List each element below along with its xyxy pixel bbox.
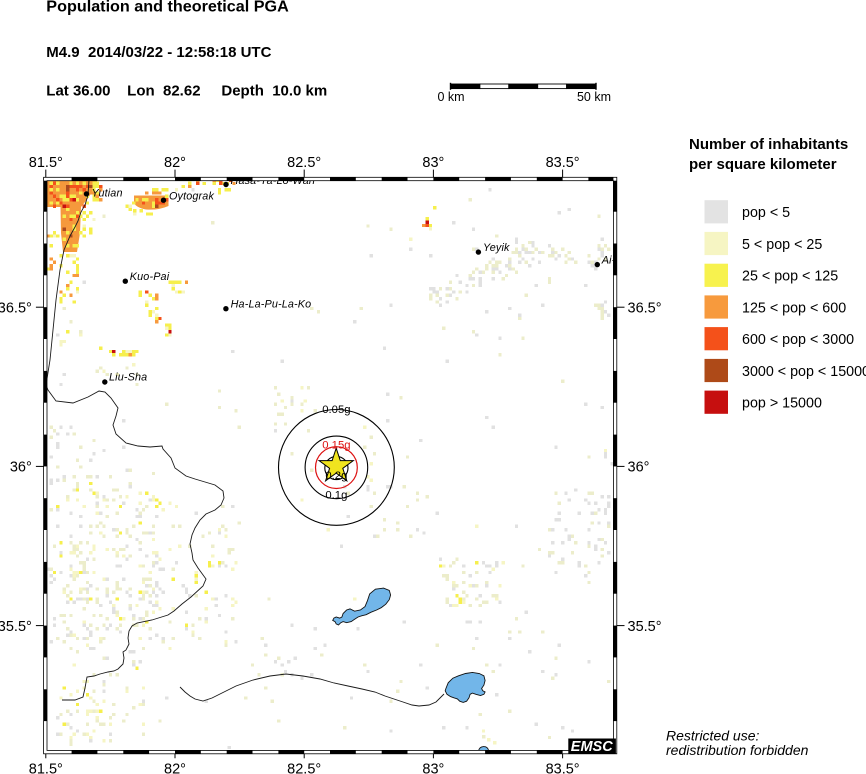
svg-text:per square kilometer: per square kilometer (689, 156, 837, 173)
svg-text:Yutian: Yutian (92, 188, 123, 200)
svg-text:Ai-: Ai- (601, 255, 616, 267)
svg-text:0 km: 0 km (437, 90, 464, 104)
svg-text:25 < pop < 125: 25 < pop < 125 (742, 269, 838, 285)
svg-text:pop < 5: pop < 5 (742, 205, 790, 221)
svg-text:83°: 83° (422, 762, 444, 774)
svg-text:M4.9 2014/03/22 - 12:58:18 UT: M4.9 2014/03/22 - 12:58:18 UTC (46, 44, 271, 61)
svg-text:35.5°: 35.5° (628, 619, 662, 635)
svg-text:EMSC: EMSC (571, 739, 613, 755)
svg-text:50 km: 50 km (577, 90, 611, 104)
svg-text:36°: 36° (628, 460, 650, 476)
svg-text:82°: 82° (164, 155, 186, 171)
svg-text:Population and theoretical PGA: Population and theoretical PGA (46, 0, 289, 16)
svg-text:83°: 83° (422, 155, 444, 171)
svg-text:5 < pop < 25: 5 < pop < 25 (742, 237, 822, 253)
svg-text:600 < pop < 3000: 600 < pop < 3000 (742, 332, 854, 348)
svg-text:81.5°: 81.5° (29, 155, 63, 171)
svg-text:Oytograk: Oytograk (169, 191, 214, 203)
svg-text:Kuo-Pai: Kuo-Pai (130, 271, 170, 283)
svg-text:0.1g: 0.1g (325, 490, 347, 502)
svg-text:Restricted use:: Restricted use: (666, 728, 759, 744)
svg-text:Number of inhabitants: Number of inhabitants (689, 136, 848, 153)
svg-text:Hasa-Ya-Lo-Wan: Hasa-Ya-Lo-Wan (231, 175, 316, 187)
svg-text:Liu-Sha: Liu-Sha (109, 372, 147, 384)
svg-text:0.05g: 0.05g (322, 404, 350, 416)
svg-text:81.5°: 81.5° (29, 762, 63, 774)
svg-text:0.2g: 0.2g (325, 470, 347, 482)
svg-text:Lat 36.00 Lon 82.62 De: Lat 36.00 Lon 82.62 Depth 10.0 km (46, 83, 327, 100)
svg-text:Yeyik: Yeyik (483, 242, 510, 254)
svg-text:redistribution forbidden: redistribution forbidden (666, 742, 809, 758)
svg-text:pop > 15000: pop > 15000 (742, 396, 822, 412)
svg-text:82.5°: 82.5° (287, 762, 321, 774)
svg-text:125 < pop < 600: 125 < pop < 600 (742, 300, 846, 316)
svg-text:35.5°: 35.5° (0, 619, 32, 635)
svg-text:0.15g: 0.15g (322, 439, 350, 451)
svg-text:82.5°: 82.5° (287, 155, 321, 171)
svg-text:36°: 36° (10, 460, 32, 476)
svg-text:36.5°: 36.5° (0, 300, 32, 316)
svg-text:83.5°: 83.5° (546, 762, 580, 774)
svg-text:3000 < pop < 15000: 3000 < pop < 15000 (742, 364, 866, 380)
svg-text:Ha-La-Pu-La-Ko: Ha-La-Pu-La-Ko (231, 299, 312, 311)
svg-text:82°: 82° (164, 762, 186, 774)
svg-text:83.5°: 83.5° (546, 155, 580, 171)
svg-text:36.5°: 36.5° (628, 300, 662, 316)
